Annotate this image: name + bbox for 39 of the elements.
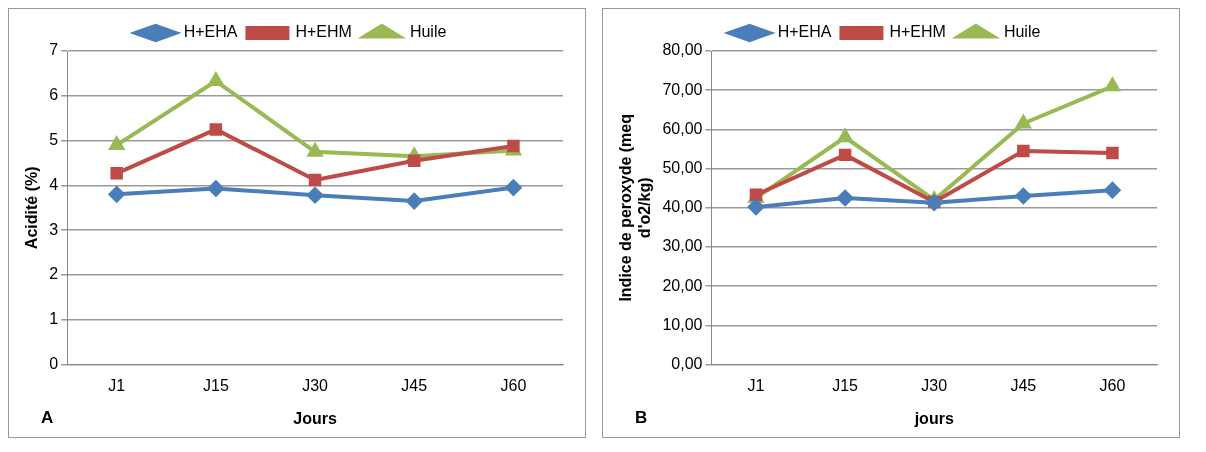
y-tick-label: 0 xyxy=(49,355,59,373)
y-tick-label: 50,00 xyxy=(662,159,703,177)
y-tick-label: 10,00 xyxy=(662,315,703,333)
legend-label: H+EHM xyxy=(889,23,946,41)
x-axis-title: Jours xyxy=(293,409,337,427)
x-tick-label: J15 xyxy=(202,376,229,394)
y-tick-label: 2 xyxy=(49,265,59,283)
legend-label: H+EHA xyxy=(777,23,832,41)
x-tick-label: J60 xyxy=(500,376,527,394)
y-tick-label: 3 xyxy=(49,220,59,238)
y-axis-title: Indice de peroxyde (meq d'o2/kg) xyxy=(617,114,654,302)
y-tick-label: 80,00 xyxy=(662,41,703,59)
x-axis-title: jours xyxy=(913,409,954,427)
y-tick-label: 5 xyxy=(49,131,59,149)
legend-label: H+EHM xyxy=(295,23,352,41)
x-tick-label: J45 xyxy=(401,376,428,394)
y-tick-label: 40,00 xyxy=(662,198,703,216)
text: B xyxy=(635,408,648,428)
y-tick-label: 4 xyxy=(49,175,59,193)
x-tick-label: J60 xyxy=(1099,376,1126,394)
y-tick-label: 20,00 xyxy=(662,276,703,294)
x-tick-label: J1 xyxy=(747,376,765,394)
y-tick-label: 70,00 xyxy=(662,80,703,98)
x-tick-label: J15 xyxy=(832,376,859,394)
legend-label: Huile xyxy=(409,23,447,41)
y-tick-label: 1 xyxy=(49,310,59,328)
legend-label: Huile xyxy=(1003,23,1041,41)
x-tick-label: J30 xyxy=(921,376,948,394)
y-axis-title: Acidité (%) xyxy=(23,166,41,250)
y-tick-label: 60,00 xyxy=(662,119,703,137)
legend-label: H+EHA xyxy=(183,23,238,41)
y-tick-label: 7 xyxy=(49,41,59,59)
y-tick-label: 30,00 xyxy=(662,237,703,255)
x-tick-label: J1 xyxy=(108,376,126,394)
text: A xyxy=(41,408,54,428)
x-tick-label: J30 xyxy=(302,376,329,394)
y-tick-label: 0,00 xyxy=(671,355,703,373)
y-tick-label: 6 xyxy=(49,86,59,104)
x-tick-label: J45 xyxy=(1010,376,1037,394)
